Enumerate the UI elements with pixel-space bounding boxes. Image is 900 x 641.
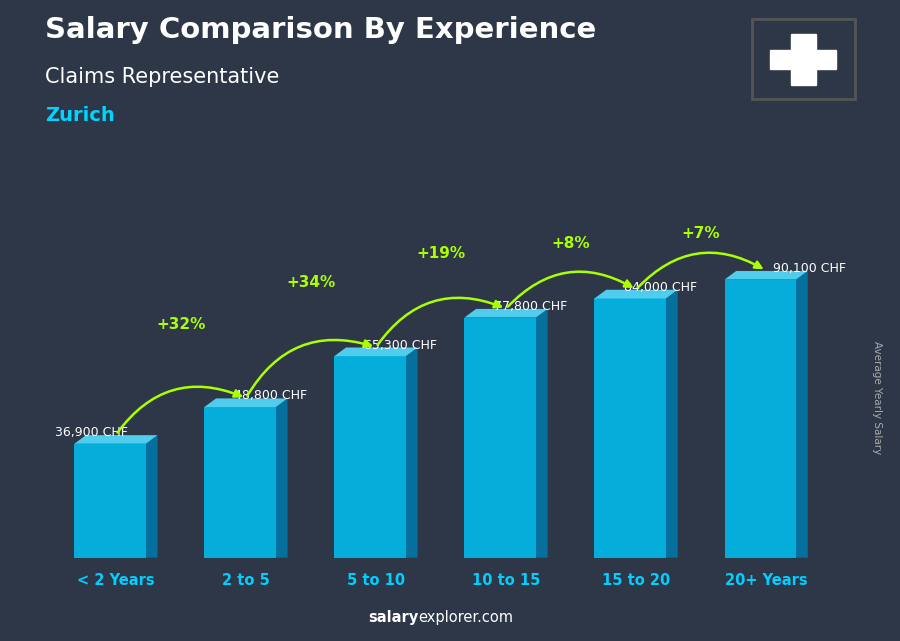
FancyArrowPatch shape: [118, 387, 241, 433]
Text: 84,000 CHF: 84,000 CHF: [624, 281, 697, 294]
Polygon shape: [204, 399, 287, 407]
FancyArrowPatch shape: [638, 253, 761, 287]
Polygon shape: [536, 309, 547, 558]
Text: 10 to 15: 10 to 15: [472, 573, 540, 588]
Text: 90,100 CHF: 90,100 CHF: [773, 262, 846, 275]
Text: 77,800 CHF: 77,800 CHF: [494, 300, 567, 313]
Text: +7%: +7%: [682, 226, 720, 241]
Text: Zurich: Zurich: [45, 106, 115, 125]
Text: < 2 Years: < 2 Years: [77, 573, 155, 588]
Polygon shape: [335, 347, 418, 356]
Bar: [75, 444, 146, 558]
Text: 20+ Years: 20+ Years: [724, 573, 807, 588]
Bar: [335, 356, 406, 558]
Polygon shape: [724, 271, 807, 279]
Text: +19%: +19%: [417, 246, 465, 261]
FancyArrowPatch shape: [248, 340, 371, 395]
Text: +8%: +8%: [552, 236, 590, 251]
Polygon shape: [595, 290, 678, 299]
Text: 65,300 CHF: 65,300 CHF: [364, 338, 436, 351]
Bar: [204, 407, 275, 558]
Polygon shape: [796, 271, 807, 558]
Bar: [595, 299, 666, 558]
Text: 15 to 20: 15 to 20: [602, 573, 670, 588]
Polygon shape: [275, 399, 287, 558]
Bar: [791, 33, 815, 85]
Polygon shape: [75, 435, 158, 444]
Polygon shape: [146, 435, 158, 558]
Text: explorer.com: explorer.com: [418, 610, 514, 625]
FancyArrowPatch shape: [378, 298, 500, 345]
Text: Claims Representative: Claims Representative: [45, 67, 279, 87]
Text: salary: salary: [368, 610, 418, 625]
Text: 48,800 CHF: 48,800 CHF: [234, 390, 307, 403]
Polygon shape: [464, 309, 547, 317]
Bar: [724, 279, 796, 558]
FancyArrowPatch shape: [508, 272, 631, 306]
Text: 5 to 10: 5 to 10: [346, 573, 405, 588]
Text: +32%: +32%: [157, 317, 205, 332]
Text: Average Yearly Salary: Average Yearly Salary: [872, 341, 883, 454]
Text: +34%: +34%: [286, 275, 336, 290]
Bar: [770, 50, 836, 69]
Text: 2 to 5: 2 to 5: [222, 573, 270, 588]
Polygon shape: [406, 347, 418, 558]
Polygon shape: [666, 290, 678, 558]
Text: Salary Comparison By Experience: Salary Comparison By Experience: [45, 16, 596, 44]
Text: 36,900 CHF: 36,900 CHF: [56, 426, 129, 439]
Bar: [464, 317, 536, 558]
